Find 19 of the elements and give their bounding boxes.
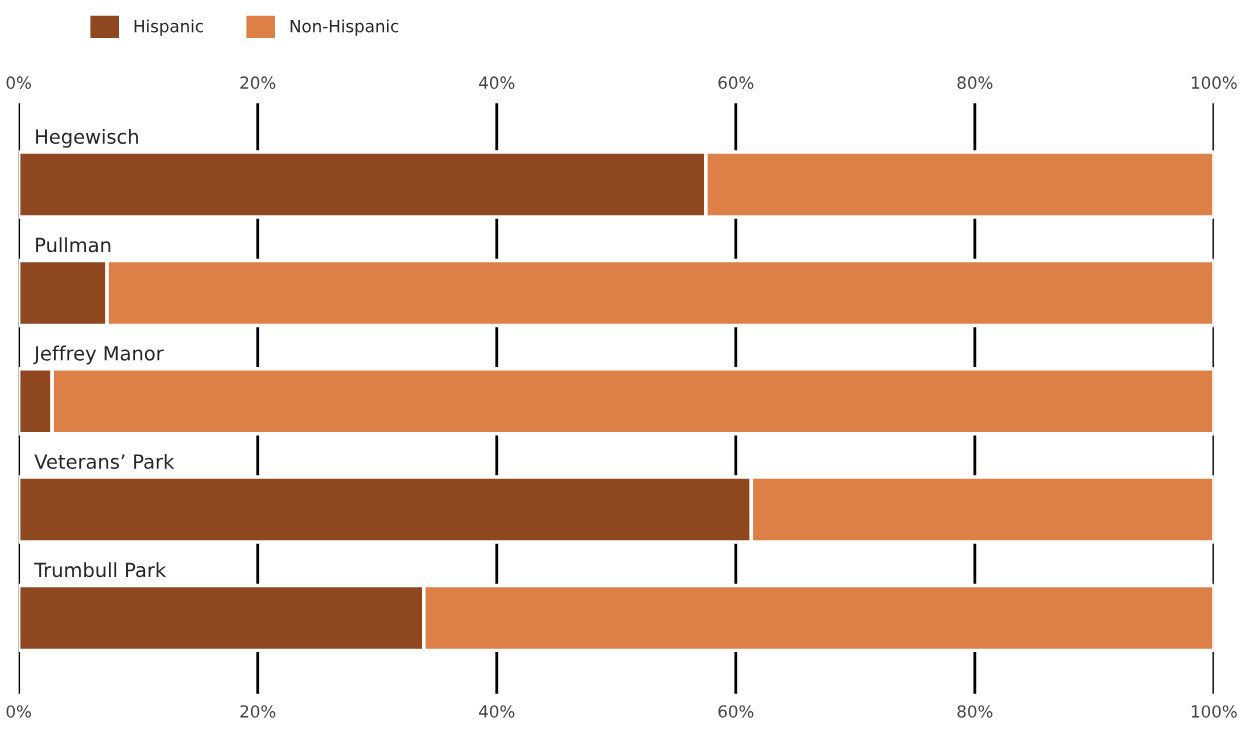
x2-tick-label: 100% [1191, 705, 1237, 718]
legend-label: Non-Hispanic [290, 19, 399, 36]
y-tick-label: Pullman [36, 237, 111, 253]
x-tick-label: 80% [957, 76, 993, 89]
y-tick-label: Hegewisch [36, 128, 138, 148]
x-tick-label: 40% [479, 76, 515, 89]
x-tick-label: 20% [240, 76, 276, 89]
x-tick-label: 0% [6, 76, 31, 89]
x-tick-label: 60% [718, 76, 754, 89]
x2-tick-label: 20% [240, 705, 276, 718]
y-tick-label: Jeffrey Manor [33, 345, 164, 365]
x2-tick-label: 40% [479, 705, 515, 718]
x2-tick-label: 0% [6, 705, 31, 718]
legend-label: Hispanic [134, 19, 203, 36]
x-tick-label: 100% [1191, 76, 1237, 89]
x2-tick-label: 80% [957, 705, 993, 718]
x2-tick-label: 60% [718, 705, 754, 718]
y-tick-label: Trumbull Park [34, 562, 167, 578]
y-tick-label: Veterans’ Park [34, 453, 175, 469]
